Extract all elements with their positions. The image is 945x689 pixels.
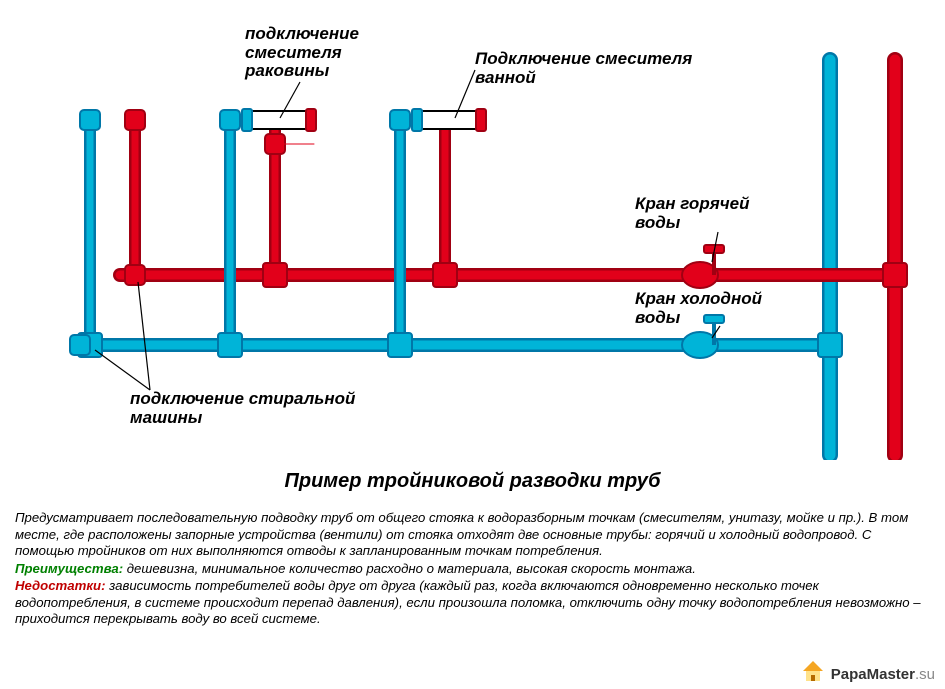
diagram-title: Пример тройниковой разводки труб — [284, 470, 660, 492]
disadvantages-text: зависимость потребителей воды друг от др… — [15, 578, 921, 626]
label-sink-mixer: подключениесмесителяраковины — [245, 25, 359, 81]
logo-sub: .su — [915, 666, 935, 683]
label-hot-tap: Кран горячейводы — [635, 195, 749, 232]
logo-text: PapaMaster.su — [831, 666, 935, 683]
logo-main: PapaMaster — [831, 666, 915, 683]
advantages-line: Преимущества: дешевизна, минимальное кол… — [15, 561, 930, 578]
house-icon — [799, 657, 827, 683]
disadvantages-line: Недостатки: зависимость потребителей вод… — [15, 578, 930, 628]
advantages-label: Преимущества: — [15, 561, 123, 576]
watermark-logo: PapaMaster.su — [799, 657, 935, 683]
label-washer: подключение стиральноймашины — [130, 390, 355, 427]
description-para: Предусматривает последовательную подводк… — [15, 510, 930, 560]
label-bath-mixer: Подключение смесителяванной — [475, 50, 692, 87]
description-text: Предусматривает последовательную подводк… — [15, 510, 930, 629]
advantages-text: дешевизна, минимальное количество расход… — [123, 561, 696, 576]
disadvantages-label: Недостатки: — [15, 578, 105, 593]
label-cold-tap: Кран холоднойводы — [635, 290, 762, 327]
